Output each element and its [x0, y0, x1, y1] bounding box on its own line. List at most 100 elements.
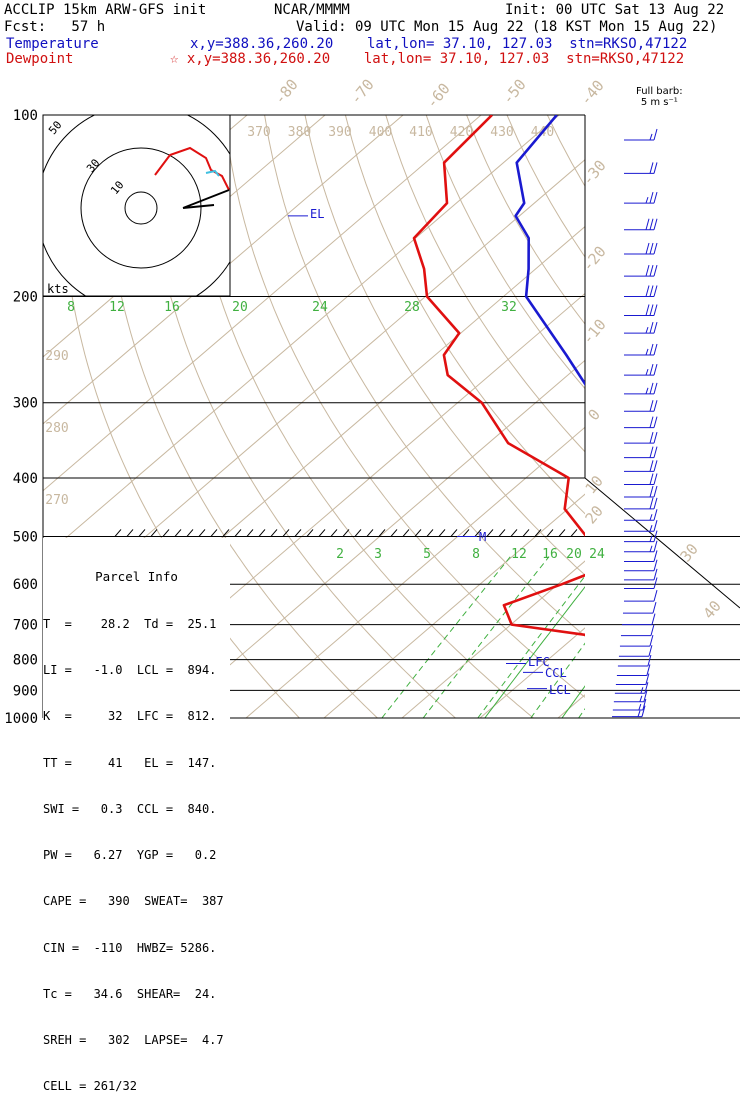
wind-barb-full: [653, 264, 658, 277]
mixing-ratio-label-lower: 8: [472, 547, 480, 562]
wind-barb-full: [649, 382, 654, 394]
wind-barb-full: [653, 400, 658, 412]
isobar-hatch: [210, 529, 218, 537]
sounding-profiles: [412, 115, 585, 637]
isotherm-label: -70: [347, 76, 378, 108]
parcel-info-row: SREH = 302 LAPSE= 4.7: [43, 1033, 224, 1047]
parcel-info-row: CELL = 261/32: [43, 1079, 137, 1094]
isobar-hatch: [426, 529, 434, 537]
isotherm-line: [636, 115, 740, 718]
dewpoint-location: ☆ x,y=388.36,260.20 lat,lon= 37.10, 127.…: [170, 51, 685, 67]
hodograph-unit-label: kts: [47, 282, 69, 296]
dewpoint-legend: Dewpoint: [6, 51, 74, 67]
wind-barb-full: [649, 285, 654, 297]
wind-barb-full: [653, 191, 658, 204]
isobar-hatch: [174, 529, 182, 537]
wind-barb-half: [649, 525, 653, 532]
isotherm-label: -10: [579, 316, 610, 348]
isobar-hatch: [486, 529, 494, 537]
pressure-tick-label: 600: [13, 577, 38, 593]
wind-barb-full: [649, 264, 654, 277]
wind-barb-half: [638, 703, 642, 711]
dry-adiabat-line: [546, 115, 585, 187]
wind-barb-full: [653, 497, 658, 510]
parcel-info-panel: Parcel Info T = 28.2 Td = 25.1 LI = -1.0…: [43, 538, 230, 1093]
pressure-tick-label: 1000: [4, 711, 38, 727]
wind-barb-full: [651, 613, 656, 625]
wind-barb-full: [653, 485, 658, 498]
isobar-hatch: [186, 529, 194, 537]
isobar-hatch: [258, 529, 266, 537]
isobar-hatch: [378, 529, 386, 537]
theta-label: 430: [490, 125, 513, 140]
isobar-hatch: [222, 529, 230, 537]
wind-barb-full: [649, 634, 654, 647]
annotation-label: CCL: [545, 666, 567, 680]
isobar-hatch: [402, 529, 410, 537]
isotherm-label: -40: [577, 77, 608, 109]
wind-barb-full: [649, 162, 654, 174]
wind-barb-full: [653, 382, 658, 394]
mixing-ratio-line: [484, 586, 585, 718]
mixing-ratio-line: [733, 297, 740, 719]
valid-time: Valid: 09 UTC Mon 15 Aug 22 (18 KST Mon …: [296, 19, 718, 35]
dry-adiabat-line: [385, 115, 585, 453]
wind-barb-full: [645, 673, 650, 685]
isotherm-line: [43, 115, 482, 492]
wind-barb-full: [645, 264, 650, 277]
theta-label: 390: [328, 125, 351, 140]
annotation-label: EL: [310, 207, 324, 221]
wind-barb-half: [640, 687, 644, 694]
wind-barb-half: [645, 348, 649, 356]
wind-barb-full: [645, 242, 650, 255]
isobar-hatch: [558, 529, 566, 537]
wind-barb-full: [649, 416, 654, 428]
parcel-info-row: TT = 41 EL = 147.: [43, 755, 217, 770]
isobar-hatch: [414, 529, 422, 537]
mixing-ratio-line: [673, 297, 740, 719]
wind-barb-full: [653, 509, 658, 521]
wind-barb-half: [645, 326, 649, 334]
wind-barb-full: [653, 162, 658, 174]
mixing-ratio-line-dashed: [530, 642, 585, 718]
mixing-ratio-label-lower: 3: [374, 547, 382, 562]
theta-label: 400: [369, 125, 392, 140]
isobar-hatch: [330, 529, 338, 537]
wind-barb-full: [648, 645, 653, 657]
pressure-tick-label: 200: [13, 290, 38, 306]
wind-barb-full: [650, 624, 655, 636]
isobar-hatch: [138, 529, 146, 537]
wind-barb-full: [653, 540, 658, 552]
isotherm-label: 0: [584, 406, 604, 424]
right-frame-diag: [584, 477, 740, 609]
wind-barb-full: [653, 343, 658, 356]
wind-barb-full: [645, 218, 650, 230]
isobar-hatch: [246, 529, 254, 537]
parcel-info-row: CIN = -110 HWBZ= 5286.: [43, 940, 217, 955]
mixing-ratio-line-dashed: [477, 575, 585, 718]
isobar-hatch: [354, 529, 362, 537]
mixing-ratio-label-lower: 16: [542, 547, 558, 562]
annotation-label: LFC: [528, 655, 550, 669]
mixing-ratio-label-lower: 5: [423, 547, 431, 562]
isobar-hatch: [294, 529, 302, 537]
isobar-hatch: [462, 529, 470, 537]
isotherm-line: [714, 115, 740, 718]
wind-barb-full: [641, 705, 646, 717]
isobar-hatch: [498, 529, 506, 537]
theta-label: 370: [247, 125, 270, 140]
mixing-ratio-line-dashed: [665, 557, 740, 718]
mixing-ratio-label-lower: 12: [511, 547, 527, 562]
isobar-hatch: [306, 529, 314, 537]
wind-barb-full: [653, 285, 658, 297]
wind-barb-full: [649, 460, 654, 472]
mixing-ratio-label: 8: [67, 300, 75, 315]
wind-barb-full: [649, 400, 654, 412]
wind-barb-full: [649, 497, 654, 510]
annotation-label: LCL: [549, 683, 571, 697]
pressure-tick-label: 500: [13, 529, 38, 545]
isobar-hatch: [234, 529, 242, 537]
theta-label-lower: 280: [45, 421, 68, 436]
